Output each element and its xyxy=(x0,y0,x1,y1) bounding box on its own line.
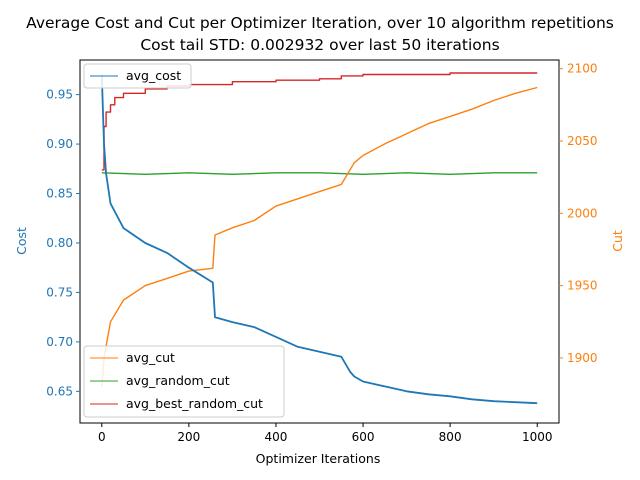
legend-avg-cost-label: avg_cost xyxy=(126,68,181,83)
x-tick-label: 400 xyxy=(265,430,288,444)
y-left-tick-label: 0.70 xyxy=(46,335,73,349)
y-left-tick-label: 0.90 xyxy=(46,137,73,151)
x-tick-label: 800 xyxy=(439,430,462,444)
y-right-tick-label: 1950 xyxy=(567,279,598,293)
x-tick-label: 1000 xyxy=(522,430,553,444)
chart-subtitle: Cost tail STD: 0.002932 over last 50 ite… xyxy=(140,36,499,54)
plot-frame xyxy=(79,59,560,424)
y-axis-right: 1900 1950 2000 2050 2100 xyxy=(559,62,598,365)
legend-avg-cut-label: avg_cut xyxy=(126,350,175,365)
y-right-tick-label: 1900 xyxy=(567,351,598,365)
y-axis-label-left: Cost xyxy=(14,227,29,255)
y-left-tick-label: 0.75 xyxy=(46,285,73,299)
y-left-tick-label: 0.65 xyxy=(46,384,73,398)
legend-cut-box xyxy=(83,345,285,418)
x-axis: 0 200 400 600 800 1000 xyxy=(98,423,553,444)
y-right-tick-label: 2100 xyxy=(567,62,598,76)
series-avg-cost-line xyxy=(100,74,538,405)
legend-avg-best-random-cut-label: avg_best_random_cut xyxy=(126,396,263,411)
x-tick-label: 200 xyxy=(177,430,200,444)
legend-cut: avg_cut avg_random_cut avg_best_random_c… xyxy=(83,345,285,418)
series-avg-cut-line xyxy=(101,86,538,387)
x-tick-label: 0 xyxy=(98,430,106,444)
legend-cost-box xyxy=(83,63,192,89)
y-axis-left: 0.65 0.70 0.75 0.80 0.85 0.90 0.95 xyxy=(46,88,80,398)
y-left-tick-label: 0.95 xyxy=(46,88,73,102)
legend-cost: avg_cost xyxy=(83,63,192,89)
y-right-tick-label: 2050 xyxy=(567,134,598,148)
series-avg-random-cut-line xyxy=(101,172,538,175)
x-tick-label: 600 xyxy=(352,430,375,444)
chart-title: Average Cost and Cut per Optimizer Itera… xyxy=(26,14,614,32)
y-left-tick-label: 0.80 xyxy=(46,236,73,250)
y-right-tick-label: 2000 xyxy=(567,206,598,220)
legend-avg-random-cut-label: avg_random_cut xyxy=(126,373,230,388)
x-axis-label: Optimizer Iterations xyxy=(256,451,381,466)
y-axis-label-right: Cut xyxy=(610,230,625,252)
y-left-tick-label: 0.85 xyxy=(46,187,73,201)
